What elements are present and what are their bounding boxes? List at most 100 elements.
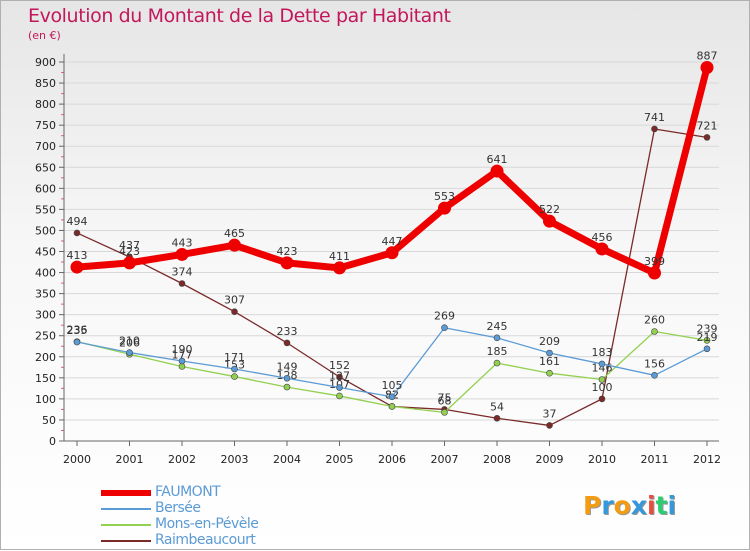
data-point xyxy=(73,338,81,346)
data-label: 245 xyxy=(487,320,508,333)
data-label: 185 xyxy=(487,345,508,358)
legend-label: Bersée xyxy=(155,500,201,516)
data-point xyxy=(700,60,714,74)
legend-label: Raimbeaucourt xyxy=(155,532,256,548)
data-point xyxy=(73,229,81,237)
data-point xyxy=(703,337,711,344)
data-point xyxy=(178,357,186,365)
data-point xyxy=(595,242,609,256)
data-label: 239 xyxy=(697,322,718,335)
data-point xyxy=(441,409,448,416)
data-label: 494 xyxy=(67,215,88,228)
data-point xyxy=(651,372,658,379)
data-label: 54 xyxy=(490,400,504,413)
data-label: 37 xyxy=(543,407,557,420)
data-point xyxy=(228,238,241,252)
y-tick-label: 800 xyxy=(35,98,56,111)
data-label: 269 xyxy=(434,310,455,323)
data-point xyxy=(123,256,136,270)
data-point xyxy=(336,392,343,400)
legend-item-raimbeaucourt: Raimbeaucourt xyxy=(101,532,341,549)
data-point xyxy=(703,134,711,141)
chart-legend: FAUMONT Bersée Mons-en-Pévèle Raimbeauco… xyxy=(101,484,341,549)
data-point xyxy=(546,422,553,429)
y-tick-label: 150 xyxy=(35,372,56,385)
data-label: 149 xyxy=(277,360,298,373)
data-label: 413 xyxy=(67,249,88,262)
legend-swatch xyxy=(101,490,151,496)
logo-letter: o xyxy=(613,491,631,520)
data-point xyxy=(333,261,346,275)
data-point xyxy=(543,214,556,228)
data-label: 641 xyxy=(487,153,508,166)
y-tick-label: 450 xyxy=(35,246,56,259)
data-point xyxy=(490,164,504,178)
data-label: 741 xyxy=(644,111,665,124)
y-tick-label: 750 xyxy=(35,119,56,132)
data-point xyxy=(336,384,343,391)
data-label: 411 xyxy=(329,250,350,263)
y-tick-label: 400 xyxy=(35,267,56,280)
y-tick-label: 0 xyxy=(49,435,56,448)
data-point xyxy=(493,334,501,342)
y-tick-label: 100 xyxy=(35,393,56,406)
y-tick-label: 350 xyxy=(35,288,56,301)
x-tick-label: 2012 xyxy=(693,453,721,466)
data-point xyxy=(441,324,448,332)
x-tick-label: 2008 xyxy=(483,453,511,466)
x-tick-label: 2004 xyxy=(273,453,301,466)
data-label: 171 xyxy=(224,351,245,364)
data-label: 190 xyxy=(172,343,193,356)
data-point xyxy=(546,369,553,377)
data-label: 522 xyxy=(539,203,560,216)
data-label: 219 xyxy=(697,331,718,344)
data-label: 721 xyxy=(697,119,718,132)
data-point xyxy=(598,376,606,383)
y-tick-label: 650 xyxy=(35,161,56,174)
data-label: 235 xyxy=(67,324,88,337)
data-point xyxy=(438,201,451,215)
data-label: 423 xyxy=(119,245,140,258)
data-point xyxy=(703,345,711,353)
legend-item-mons-en-pevele: Mons-en-Pévèle xyxy=(101,516,341,533)
legend-item-bersee: Bersée xyxy=(101,500,341,517)
data-label: 447 xyxy=(382,235,403,248)
y-tick-label: 200 xyxy=(35,351,56,364)
x-tick-label: 2010 xyxy=(588,453,616,466)
data-point xyxy=(651,125,658,133)
legend-label: FAUMONT xyxy=(155,484,221,500)
data-point xyxy=(385,246,399,260)
legend-swatch xyxy=(101,540,151,542)
data-label: 210 xyxy=(119,335,140,348)
data-label: 307 xyxy=(224,294,245,307)
data-label: 553 xyxy=(434,190,455,203)
y-tick-label: 900 xyxy=(35,56,56,69)
data-point xyxy=(231,308,238,316)
x-tick-label: 2007 xyxy=(431,453,459,466)
y-tick-label: 700 xyxy=(35,140,56,153)
data-label: 152 xyxy=(329,359,350,372)
data-label: 465 xyxy=(224,227,245,240)
data-label: 206 xyxy=(119,336,140,349)
data-point xyxy=(493,359,501,367)
data-point xyxy=(231,373,238,380)
data-point xyxy=(70,260,84,274)
data-label: 161 xyxy=(539,355,560,368)
data-label: 260 xyxy=(644,314,665,327)
logo-letter: r xyxy=(601,491,614,520)
data-point xyxy=(280,256,294,270)
x-tick-label: 2002 xyxy=(168,453,196,466)
y-tick-label: 300 xyxy=(35,309,56,322)
data-point xyxy=(336,373,343,381)
data-label: 156 xyxy=(644,357,665,370)
data-label: 399 xyxy=(644,255,665,268)
data-label: 75 xyxy=(438,391,452,404)
x-tick-label: 2003 xyxy=(221,453,249,466)
legend-swatch xyxy=(101,524,151,526)
data-label: 177 xyxy=(172,348,193,361)
data-point xyxy=(388,403,396,410)
data-point xyxy=(651,328,658,335)
legend-label: Mons-en-Pévèle xyxy=(155,516,259,532)
data-label: 127 xyxy=(329,370,350,383)
